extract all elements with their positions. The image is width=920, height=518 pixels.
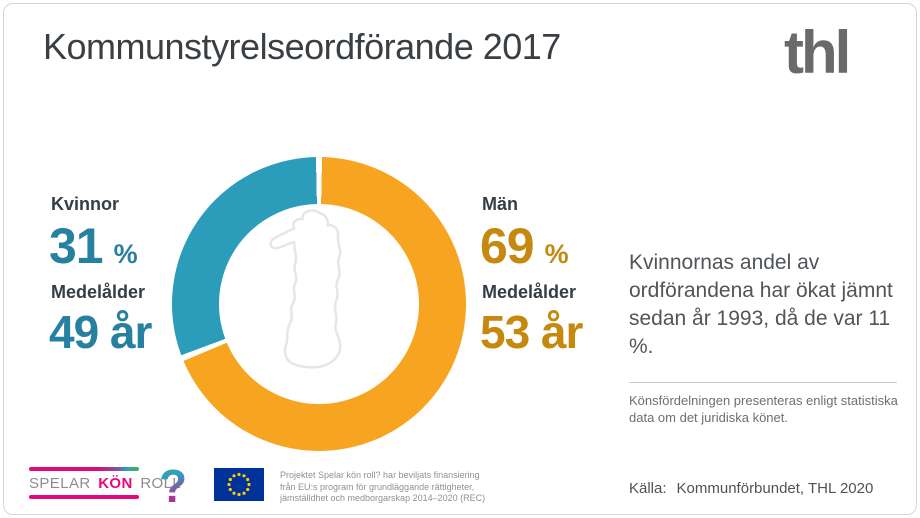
- men-age-value: 53 år: [480, 306, 583, 358]
- women-percent-unit: %: [113, 239, 138, 269]
- women-percent-value: 31: [49, 218, 104, 274]
- skr-word-kon: KÖN: [98, 475, 133, 492]
- stat-block-men: Män 69 % Medelålder 53 år: [480, 194, 680, 356]
- donut-hole: [219, 204, 419, 404]
- note-text: Könsfördelningen presenteras enligt stat…: [629, 393, 898, 426]
- eu-funding-line: Projektet Spelar kön roll? har beviljats…: [280, 470, 480, 480]
- men-percent: 69 %: [480, 221, 680, 272]
- description-text: Kvinnornas andel av ordförandena har öka…: [629, 251, 893, 359]
- women-percent: 31 %: [49, 221, 249, 272]
- stat-block-women: Kvinnor 31 % Medelålder 49 år: [49, 194, 249, 356]
- women-age-label: Medelålder: [51, 282, 146, 302]
- women-label: Kvinnor: [51, 194, 120, 214]
- men-percent-value: 69: [480, 218, 535, 274]
- men-age-label: Medelålder: [482, 282, 577, 302]
- women-age-value: 49 år: [49, 306, 152, 358]
- source-value: Kommunförbundet, THL 2020: [676, 480, 874, 497]
- source-line: Källa: Kommunförbundet, THL 2020: [629, 480, 873, 497]
- finland-map-outline: [269, 209, 342, 369]
- infographic-card: Kommunstyrelseordförande 2017 thl Kvinno…: [3, 3, 917, 515]
- donut-chart: [172, 157, 466, 451]
- men-label: Män: [482, 194, 518, 214]
- spelar-kon-roll-logo: SPELAR KÖN ROLL ?: [29, 460, 199, 512]
- skr-logo-text: SPELAR KÖN ROLL: [29, 475, 199, 492]
- eu-funding-text: Projektet Spelar kön roll? har beviljats…: [280, 470, 485, 505]
- skr-gradient-bar: [29, 467, 139, 471]
- men-percent-unit: %: [544, 239, 569, 269]
- page-title: Kommunstyrelseordförande 2017: [43, 26, 561, 67]
- eu-flag-icon: [214, 468, 264, 501]
- question-mark-icon: ?: [159, 460, 188, 512]
- skr-pink-bar: [29, 495, 139, 499]
- eu-funding-line: från EU:s program för grundläggande rätt…: [280, 481, 475, 492]
- thl-logo: thl: [784, 19, 851, 86]
- source-label: Källa:: [629, 480, 667, 497]
- divider-line: [629, 382, 897, 383]
- eu-funding-line: jämställdhet och medborgarskap 2014–2020…: [280, 493, 486, 504]
- skr-word-roll: ROLL: [140, 475, 181, 492]
- skr-word-spelar: SPELAR: [29, 475, 91, 492]
